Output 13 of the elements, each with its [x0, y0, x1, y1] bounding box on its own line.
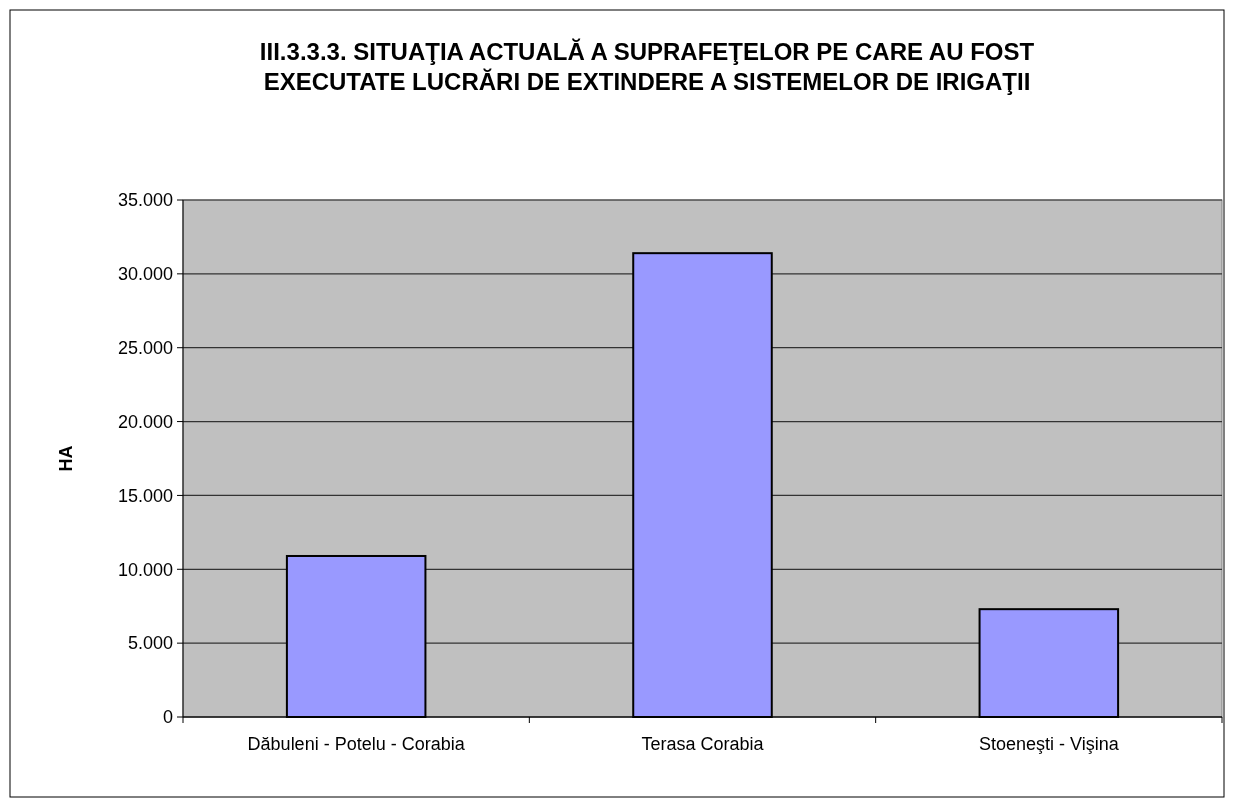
- y-axis-title: HA: [56, 445, 76, 472]
- x-tick-label: Stoeneşti - Vişina: [978, 734, 1120, 754]
- y-tick-label: 10.000: [117, 559, 173, 580]
- x-tick-label: Dăbuleni - Potelu - Corabia: [247, 734, 466, 754]
- x-tick-label: Terasa Corabia: [641, 734, 765, 754]
- y-tick-label: 35.000: [117, 190, 173, 211]
- y-tick-label: 30.000: [117, 264, 173, 285]
- y-tick-label: 25.000: [117, 338, 173, 359]
- y-tick-label: 20.000: [117, 411, 173, 432]
- y-tick-label: 0: [162, 707, 173, 728]
- chart-title: III.3.3.3. SITUAŢIA ACTUALĂ A SUPRAFEŢELOR PE CARE AU FOST EXECUTATE LUCRĂRI DE EXTINDERE A SISTEMELOR DE IRIGAŢII: [259, 38, 1035, 95]
- y-tick-label: 15.000: [117, 485, 173, 506]
- y-tick-label: 5.000: [127, 633, 173, 654]
